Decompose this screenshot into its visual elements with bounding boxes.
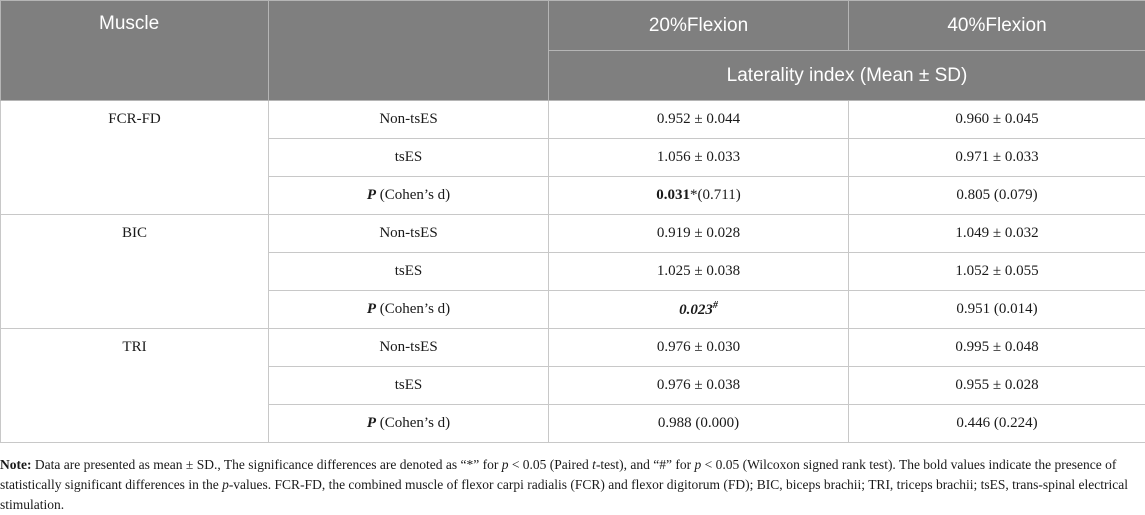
p-suffix: (Cohen’s d) bbox=[376, 301, 450, 317]
condition-label: Non-tsES bbox=[269, 329, 549, 367]
value-20: 0.031*(0.711) bbox=[549, 177, 849, 215]
header-muscle: Muscle bbox=[1, 1, 269, 101]
value-20: 0.952 ± 0.044 bbox=[549, 101, 849, 139]
value-rest: *(0.711) bbox=[690, 187, 741, 203]
header-20-flexion: 20%Flexion bbox=[549, 1, 849, 51]
value-20: 1.056 ± 0.033 bbox=[549, 139, 849, 177]
value-20: 0.988 (0.000) bbox=[549, 405, 849, 443]
value-40: 0.805 (0.079) bbox=[849, 177, 1145, 215]
value-40: 0.960 ± 0.045 bbox=[849, 101, 1145, 139]
header-blank bbox=[269, 1, 549, 101]
value-20: 0.976 ± 0.038 bbox=[549, 367, 849, 405]
table-row: TRI Non-tsES 0.976 ± 0.030 0.995 ± 0.048 bbox=[1, 329, 1145, 367]
p-label: P (Cohen’s d) bbox=[269, 405, 549, 443]
results-table: Muscle 20%Flexion 40%Flexion Laterality … bbox=[0, 0, 1145, 443]
significant-value: 0.031 bbox=[656, 187, 690, 203]
value-20: 0.023# bbox=[549, 291, 849, 329]
muscle-name: FCR-FD bbox=[1, 101, 269, 215]
significant-value: 0.023# bbox=[679, 302, 718, 318]
p-symbol: P bbox=[367, 415, 376, 431]
condition-label: Non-tsES bbox=[269, 215, 549, 253]
note-label: Note: bbox=[0, 457, 31, 472]
table-row: FCR-FD Non-tsES 0.952 ± 0.044 0.960 ± 0.… bbox=[1, 101, 1145, 139]
p-suffix: (Cohen’s d) bbox=[376, 187, 450, 203]
p-label: P (Cohen’s d) bbox=[269, 177, 549, 215]
value-20: 0.919 ± 0.028 bbox=[549, 215, 849, 253]
header-laterality-index: Laterality index (Mean ± SD) bbox=[549, 51, 1145, 101]
p-suffix: (Cohen’s d) bbox=[376, 415, 450, 431]
condition-label: tsES bbox=[269, 367, 549, 405]
table-row: BIC Non-tsES 0.919 ± 0.028 1.049 ± 0.032 bbox=[1, 215, 1145, 253]
value-40: 0.446 (0.224) bbox=[849, 405, 1145, 443]
value-40: 1.049 ± 0.032 bbox=[849, 215, 1145, 253]
value-40: 0.971 ± 0.033 bbox=[849, 139, 1145, 177]
header-40-flexion: 40%Flexion bbox=[849, 1, 1145, 51]
value-40: 1.052 ± 0.055 bbox=[849, 253, 1145, 291]
muscle-name: BIC bbox=[1, 215, 269, 329]
condition-label: tsES bbox=[269, 139, 549, 177]
value-20: 0.976 ± 0.030 bbox=[549, 329, 849, 367]
muscle-name: TRI bbox=[1, 329, 269, 443]
value-20: 1.025 ± 0.038 bbox=[549, 253, 849, 291]
p-label: P (Cohen’s d) bbox=[269, 291, 549, 329]
condition-label: tsES bbox=[269, 253, 549, 291]
value-40: 0.995 ± 0.048 bbox=[849, 329, 1145, 367]
table-note: Note: Data are presented as mean ± SD., … bbox=[0, 443, 1145, 515]
value-40: 0.955 ± 0.028 bbox=[849, 367, 1145, 405]
p-symbol: P bbox=[367, 187, 376, 203]
condition-label: Non-tsES bbox=[269, 101, 549, 139]
value-40: 0.951 (0.014) bbox=[849, 291, 1145, 329]
p-symbol: P bbox=[367, 301, 376, 317]
